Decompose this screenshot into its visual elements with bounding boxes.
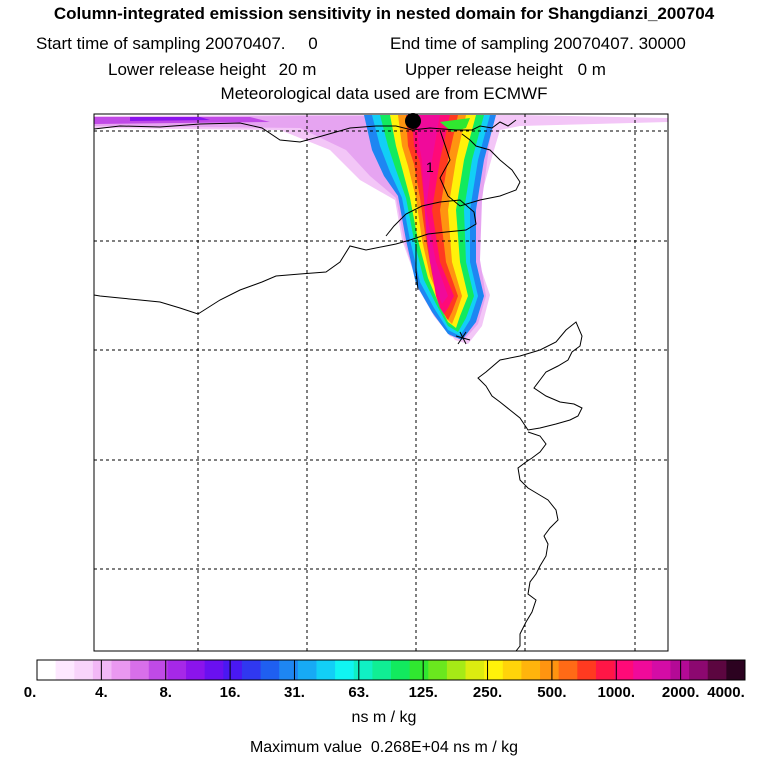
colorbar-swatch xyxy=(521,660,541,680)
colorbar-tick-label: 4. xyxy=(95,684,108,701)
colorbar-swatch xyxy=(670,660,690,680)
coastlines xyxy=(94,119,583,651)
max-value-text: 0.268E+04 ns m / kg xyxy=(370,739,519,756)
colorbar-tick-label: 250. xyxy=(472,684,503,701)
map-panel xyxy=(94,114,668,651)
colorbar-swatch xyxy=(186,660,206,680)
colorbar-swatch xyxy=(297,660,317,680)
plot-title: Column-integrated emission sensitivity i… xyxy=(53,4,715,23)
colorbar-tick-label: 16. xyxy=(219,684,241,701)
end-label-text: End time of sampling xyxy=(390,34,549,53)
colorbar-swatch xyxy=(689,660,709,680)
colorbar-tick-label: 31. xyxy=(284,684,305,701)
colorbar-swatch xyxy=(372,660,392,680)
lower-release-height: Lower release height 20 m xyxy=(108,60,316,80)
colorbar-swatch xyxy=(353,660,373,680)
colorbar-swatch xyxy=(577,660,597,680)
colorbar-swatch xyxy=(148,660,168,680)
colorbar-swatch xyxy=(726,660,746,680)
colorbar-swatch xyxy=(335,660,355,680)
colorbar-tick-label: 8. xyxy=(159,684,172,701)
start-label-text: Start time of sampling xyxy=(36,34,201,53)
maximum-value: Maximum value 0.268E+04 ns m / kg xyxy=(0,739,768,757)
end-value: 20070407. 30000 xyxy=(553,34,686,53)
colorbar-swatch xyxy=(540,660,560,680)
colorbar-swatch xyxy=(111,660,131,680)
lower-value: 20 m xyxy=(278,60,317,79)
colorbar xyxy=(36,659,746,681)
map-frame xyxy=(93,113,669,652)
colorbar-tick-label: 1000. xyxy=(597,684,636,701)
colorbar-swatch xyxy=(428,660,448,680)
receptor-dot xyxy=(405,113,421,129)
colorbar-tick-label: 2000. xyxy=(661,684,700,701)
colorbar-swatch xyxy=(260,660,280,680)
colorbar-tick-label: 63. xyxy=(348,684,370,701)
plume-label: 1 xyxy=(426,159,434,175)
plume-tip-marker xyxy=(455,331,471,345)
upper-release-height: Upper release height 0 m xyxy=(405,60,606,80)
start-time-label: Start time of sampling 20070407. 0 xyxy=(36,34,318,54)
colorbar-tick-label: 125. xyxy=(408,684,438,701)
colorbar-swatch xyxy=(279,660,299,680)
colorbar-swatch xyxy=(558,660,578,680)
colorbar-units: ns m / kg xyxy=(351,709,417,726)
max-label: Maximum value xyxy=(249,739,362,756)
colorbar-swatch xyxy=(37,660,57,680)
colorbar-swatch xyxy=(465,660,485,680)
colorbar-swatch xyxy=(241,660,262,680)
colorbar-swatch xyxy=(391,660,411,680)
colorbar-tick-label: 500. xyxy=(537,684,567,701)
colorbar-swatch xyxy=(502,660,522,680)
colorbar-swatch xyxy=(595,660,616,680)
colorbar-swatch xyxy=(223,660,243,680)
colorbar-swatch xyxy=(74,660,94,680)
colorbar-tick-label: 4000. xyxy=(707,684,745,701)
lower-label-text: Lower release height xyxy=(108,60,266,79)
met-data-line: Meteorological data used are from ECMWF xyxy=(220,84,548,103)
colorbar-swatch xyxy=(316,660,336,680)
colorbar-swatch xyxy=(633,660,653,680)
colorbar-tick-label: 0. xyxy=(23,684,37,701)
upper-value: 0 m xyxy=(577,60,606,79)
footprint-plume xyxy=(94,115,668,344)
end-time-label: End time of sampling 20070407. 30000 xyxy=(390,34,686,54)
colorbar-swatch xyxy=(130,660,150,680)
colorbar-swatch xyxy=(55,660,75,680)
colorbar-swatch xyxy=(707,660,727,680)
colorbar-swatch xyxy=(614,660,634,680)
colorbar-swatch xyxy=(167,660,187,680)
upper-label-text: Upper release height xyxy=(405,60,563,79)
colorbar-swatch xyxy=(446,660,467,680)
colorbar-border xyxy=(36,659,746,681)
colorbar-swatch xyxy=(204,660,224,680)
start-hms: 0 xyxy=(308,34,318,53)
start-value: 20070407. xyxy=(205,34,286,53)
colorbar-swatch xyxy=(484,660,504,680)
colorbar-swatch xyxy=(651,660,671,680)
colorbar-swatch xyxy=(409,660,429,680)
colorbar-swatch xyxy=(92,660,113,680)
